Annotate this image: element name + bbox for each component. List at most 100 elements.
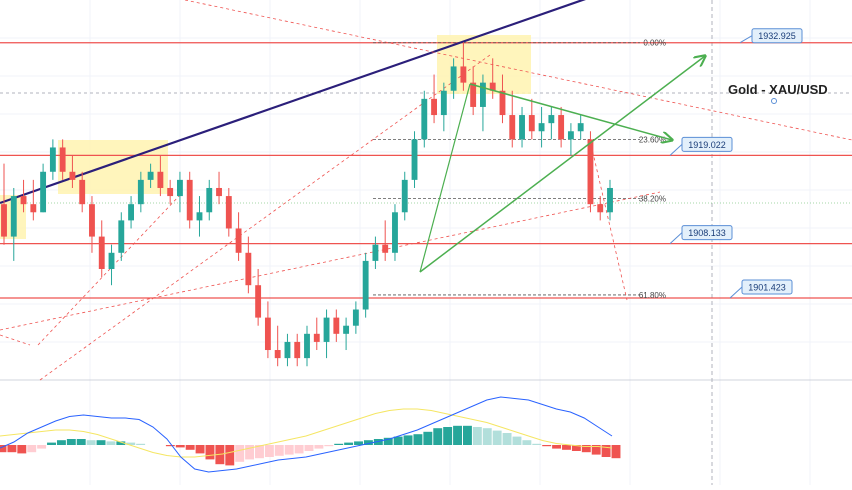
macd-histogram-bar <box>354 441 363 445</box>
price-tag-label: 1919.022 <box>688 140 726 150</box>
macd-histogram-bar <box>472 427 482 445</box>
candle-body <box>49 147 56 172</box>
macd-histogram-bar <box>56 440 66 445</box>
macd-histogram-bar <box>274 445 284 456</box>
macd-histogram-bar <box>235 445 245 462</box>
candle-body <box>304 333 310 359</box>
macd-histogram-bar <box>502 433 512 445</box>
macd-histogram-bar <box>294 445 304 454</box>
candle-body <box>30 204 37 213</box>
macd-histogram-bar <box>126 442 136 445</box>
candle-body <box>460 66 467 83</box>
candle-body <box>255 285 262 318</box>
candle-body <box>177 179 183 197</box>
price-tag-box <box>681 225 733 241</box>
candle-body <box>567 131 574 140</box>
macd-histogram-bar <box>552 445 562 449</box>
candle-body <box>186 179 193 221</box>
macd-histogram-bar <box>304 445 314 451</box>
macd-histogram-bar <box>571 445 581 451</box>
macd-histogram-bar <box>344 442 354 445</box>
candle-body <box>558 115 565 140</box>
macd-histogram-bar <box>116 441 126 445</box>
macd-histogram-bar <box>591 445 601 455</box>
candle-body <box>196 212 203 221</box>
macd-histogram-bar <box>334 443 344 445</box>
price-tag-box <box>751 28 803 44</box>
macd-histogram-bar <box>76 439 86 445</box>
macd-histogram-bar <box>47 442 56 445</box>
macd-histogram-bar <box>225 445 235 466</box>
macd-histogram-bar <box>205 445 215 460</box>
candle-body <box>577 123 584 132</box>
candle-body <box>538 123 545 132</box>
price-tag-pointer <box>739 35 753 44</box>
candle-body <box>98 236 105 269</box>
dashed-line <box>0 334 31 346</box>
candle-body <box>69 171 76 180</box>
macd-histogram-bar <box>492 430 502 445</box>
candle-body <box>411 139 418 180</box>
macd-histogram-bar <box>17 445 27 454</box>
candle-body <box>1 204 7 237</box>
macd-histogram-bar <box>245 445 255 460</box>
macd-histogram-bar <box>284 445 294 455</box>
macd-histogram-bar <box>0 445 7 453</box>
candle-body <box>59 147 66 172</box>
candlesticks <box>1 42 613 367</box>
macd-histogram-bar <box>264 445 274 457</box>
highlight-box <box>58 140 168 194</box>
candle-body <box>352 309 359 326</box>
macd-histogram-bar <box>512 436 522 445</box>
candle-body <box>323 317 330 342</box>
candle-body <box>167 187 174 197</box>
candle-body <box>587 139 594 205</box>
macd-histogram-bar <box>403 435 413 445</box>
candle-body <box>597 204 604 213</box>
candle-body <box>147 171 154 180</box>
macd-histogram-bar <box>443 427 453 445</box>
fib-level-label: 0.00% <box>643 39 666 48</box>
channel-edge <box>419 83 471 273</box>
price-tag-label: 1932.925 <box>758 31 796 41</box>
macd-histogram-bar <box>482 428 492 445</box>
candle-body <box>137 179 144 205</box>
price-tag-pointer <box>669 232 683 244</box>
macd-histogram-bar <box>7 445 17 453</box>
candle-body <box>450 66 457 91</box>
macd-histogram-bar <box>363 440 373 445</box>
macd-histogram-bar <box>611 445 621 459</box>
macd-histogram-bar <box>96 440 106 445</box>
candle-body <box>548 115 555 124</box>
price-tag-box <box>681 136 733 152</box>
dashed-support-line <box>37 194 181 346</box>
macd-histogram-bar <box>601 445 611 457</box>
macd-signal-line <box>0 408 613 458</box>
macd-panel <box>0 396 621 473</box>
macd-histogram-bar <box>324 445 334 447</box>
macd-histogram-bar <box>86 440 96 445</box>
candle-body <box>245 252 252 286</box>
macd-histogram-bar <box>195 445 205 454</box>
macd-histogram-bar <box>66 439 76 445</box>
macd-histogram-bar <box>27 445 37 453</box>
dashed-support-line <box>39 54 491 381</box>
macd-histogram-bar <box>393 436 403 445</box>
channel-arrow-down <box>469 83 672 140</box>
candle-body <box>362 260 369 310</box>
macd-line <box>0 396 613 473</box>
channel-arrow-up <box>419 56 705 273</box>
price-tag-pointer <box>729 286 743 299</box>
macd-histogram-bar <box>562 445 571 450</box>
macd-histogram-bar <box>453 425 463 445</box>
candle-body <box>225 196 232 229</box>
candle-body <box>284 341 291 359</box>
macd-histogram-bar <box>383 437 393 445</box>
macd-histogram-bar <box>462 425 472 445</box>
candle-body <box>489 82 496 91</box>
fib-level-label: 61.80% <box>639 291 666 300</box>
macd-histogram-bar <box>373 439 383 445</box>
macd-histogram-bar <box>532 443 542 445</box>
